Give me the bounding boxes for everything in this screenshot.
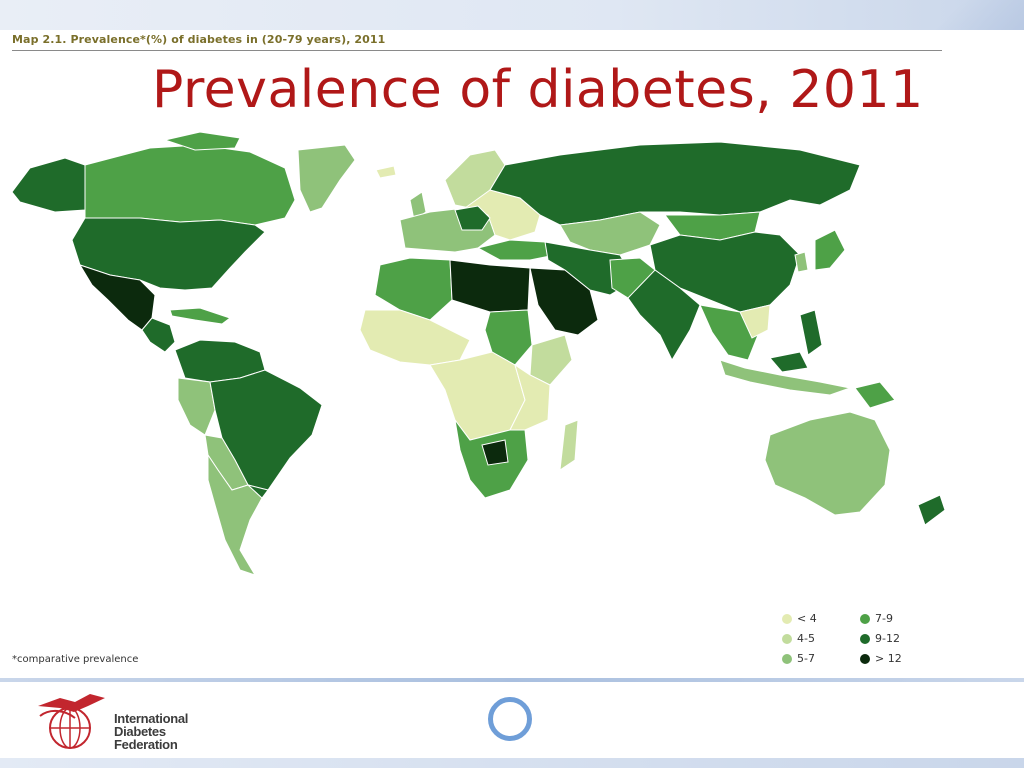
legend-swatch <box>860 613 870 624</box>
legend-label: 9-12 <box>875 632 900 645</box>
region-central-america <box>141 317 176 353</box>
region-indochina-light <box>739 304 771 339</box>
circle-nav-icon[interactable] <box>488 697 532 741</box>
region-zimbabwe-dark <box>481 439 509 466</box>
top-header-band <box>0 0 1024 30</box>
region-india <box>627 269 701 362</box>
region-southern-cone <box>207 453 263 576</box>
legend-item-gt12: > 12 <box>860 652 902 665</box>
region-japan <box>814 229 846 271</box>
legend-label: 4-5 <box>797 632 815 645</box>
region-malaysia <box>769 351 809 373</box>
region-east-africa <box>509 363 551 431</box>
world-map <box>11 131 946 576</box>
region-horn-africa <box>529 334 573 386</box>
region-greenland <box>297 144 356 213</box>
caption-divider <box>12 50 942 51</box>
region-indonesia <box>719 359 852 396</box>
region-canada-islands <box>163 131 241 151</box>
idf-line2: Diabetes <box>114 724 166 739</box>
bottom-band <box>0 758 1024 768</box>
legend-label: 5-7 <box>797 652 815 665</box>
region-australia <box>764 411 891 516</box>
legend-item-5-7: 5-7 <box>782 652 815 665</box>
slide-title: Prevalence of diabetes, 2011 <box>152 60 924 120</box>
idf-wordmark: International Diabetes Federation <box>114 712 188 751</box>
region-west-africa <box>359 309 471 366</box>
idf-line3: Federation <box>114 737 178 752</box>
legend-label: > 12 <box>875 652 902 665</box>
region-iceland <box>375 165 397 179</box>
idf-line1: International <box>114 711 189 726</box>
footer-divider <box>0 678 1024 682</box>
region-libya-egypt <box>449 259 531 313</box>
legend-swatch <box>860 653 870 664</box>
legend-swatch <box>782 653 792 664</box>
region-uk <box>409 191 427 221</box>
region-turkey <box>476 239 556 261</box>
legend-label: < 4 <box>797 612 817 625</box>
region-caribbean <box>169 307 232 325</box>
legend-item-lt4: < 4 <box>782 612 817 625</box>
region-madagascar <box>559 419 579 472</box>
region-philippines <box>799 309 823 356</box>
legend-item-7-9: 7-9 <box>860 612 893 625</box>
legend-swatch <box>782 633 792 644</box>
region-korea <box>794 251 809 273</box>
region-new-zealand <box>917 494 946 526</box>
legend-item-4-5: 4-5 <box>782 632 815 645</box>
map-caption: Map 2.1. Prevalence*(%) of diabetes in (… <box>12 33 386 46</box>
region-central-africa <box>429 351 526 441</box>
legend-swatch <box>860 633 870 644</box>
region-canada <box>84 144 296 226</box>
region-uruguay <box>247 484 269 499</box>
legend-swatch <box>782 613 792 624</box>
region-central-europe <box>454 205 491 231</box>
region-northwest-africa <box>374 257 453 321</box>
idf-logo-icon <box>38 694 105 749</box>
legend-label: 7-9 <box>875 612 893 625</box>
header-swoosh <box>904 0 1024 30</box>
legend: < 4 4-5 5-7 7-9 9-12 > 12 <box>782 612 932 672</box>
region-russia <box>489 141 861 226</box>
region-papua-new-guinea <box>854 381 896 409</box>
legend-item-9-12: 9-12 <box>860 632 900 645</box>
footnote: *comparative prevalence <box>12 654 139 665</box>
region-andes-north <box>177 377 216 436</box>
region-alaska <box>11 157 86 213</box>
